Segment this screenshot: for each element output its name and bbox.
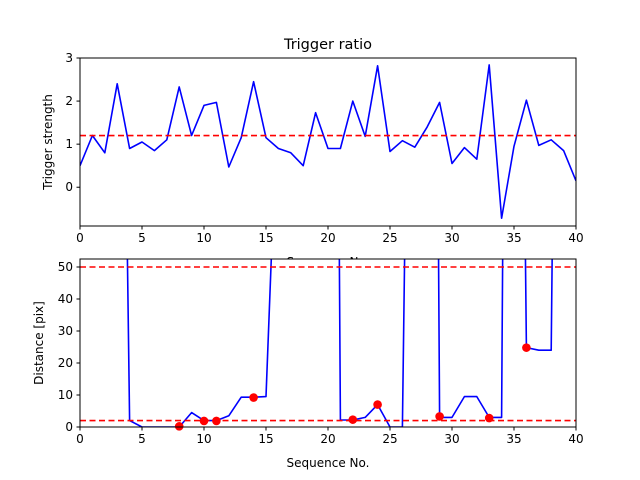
series-line [80, 64, 576, 219]
x-tick-label: 10 [196, 432, 211, 446]
marker-point [174, 422, 184, 431]
x-tick-label: 25 [382, 231, 397, 245]
marker-point [199, 416, 209, 426]
y-tick-label: 50 [58, 260, 73, 274]
chart-title: Trigger ratio [283, 37, 372, 53]
y-tick-label: 1 [65, 137, 73, 151]
x-tick-label: 10 [196, 231, 211, 245]
x-tick-label: 0 [76, 432, 84, 446]
x-tick-label: 30 [444, 432, 459, 446]
y-tick-label: 30 [58, 324, 73, 338]
y-tick-label: 10 [58, 388, 73, 402]
y-axis-label: Distance [pix] [32, 301, 46, 385]
x-tick-label: 0 [76, 231, 84, 245]
marker-point [435, 412, 444, 421]
x-tick-label: 25 [382, 432, 397, 446]
y-tick-label: 3 [65, 51, 73, 65]
x-tick-label: 40 [568, 231, 583, 245]
y-tick-label: 40 [58, 292, 73, 306]
marker-point [212, 416, 221, 426]
y-tick-label: 20 [58, 356, 73, 370]
x-tick-label: 15 [258, 231, 273, 245]
marker-point [348, 415, 358, 424]
marker-point [484, 413, 494, 423]
bottom-panel-distance: 0 5 10 15 20 25 30 35 40 0 10 20 30 40 50 Sequence No. D… [32, 258, 584, 470]
bottom-axes-background [80, 259, 576, 427]
x-tick-label: 40 [568, 432, 583, 446]
x-tick-label: 5 [138, 432, 146, 446]
series-line [126, 259, 553, 427]
x-tick-label: 35 [506, 231, 521, 245]
y-axis-label: Trigger strength [41, 94, 55, 191]
marker-point [249, 393, 258, 402]
x-tick-label: 15 [258, 432, 273, 446]
y-tick-label: 2 [65, 94, 73, 108]
x-tick-label: 5 [138, 231, 146, 245]
x-tick-label: 20 [320, 231, 335, 245]
y-tick-label: 0 [65, 420, 73, 434]
marker-point [522, 343, 531, 352]
y-tick-label: 0 [65, 180, 73, 194]
x-axis-label: Sequence No. [287, 456, 370, 470]
marker-point [373, 400, 382, 409]
x-tick-label: 35 [506, 432, 521, 446]
x-tick-label: 20 [320, 432, 335, 446]
x-tick-label: 30 [444, 231, 459, 245]
